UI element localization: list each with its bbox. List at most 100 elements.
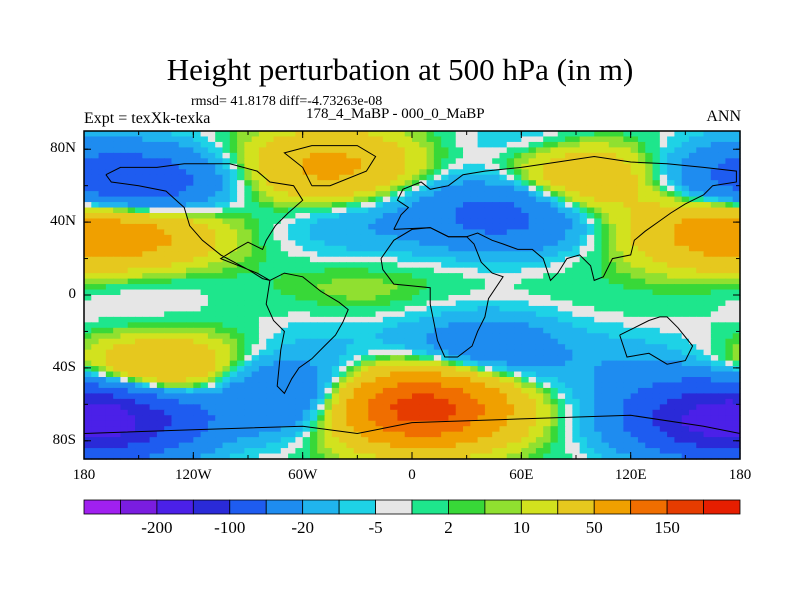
field-cell — [368, 234, 377, 241]
field-cell — [528, 360, 537, 367]
field-cell — [543, 174, 552, 181]
field-cell — [565, 420, 573, 427]
field-cell — [674, 371, 683, 378]
field-cell — [302, 295, 311, 302]
field-cell — [470, 267, 479, 274]
field-cell — [280, 305, 289, 312]
field-cell — [426, 316, 435, 323]
field-cell — [404, 169, 413, 176]
field-cell — [557, 136, 566, 143]
field-cell — [135, 387, 143, 394]
field-cell — [258, 284, 267, 291]
field-cell — [732, 152, 741, 159]
field-cell — [601, 251, 610, 258]
field-cell — [433, 223, 442, 230]
field-cell — [477, 284, 486, 291]
field-cell — [718, 409, 727, 416]
field-cell — [98, 245, 107, 252]
field-cell — [127, 420, 136, 427]
field-cell — [317, 420, 326, 427]
field-cell — [732, 322, 741, 329]
field-cell — [703, 202, 712, 209]
field-cell — [521, 349, 530, 356]
field-cell — [433, 256, 442, 263]
field-cell — [404, 355, 413, 362]
field-cell — [645, 218, 654, 225]
field-cell — [688, 180, 697, 187]
field-cell — [484, 284, 493, 291]
field-cell — [120, 338, 129, 345]
field-cell — [710, 273, 719, 280]
field-cell — [390, 344, 399, 351]
field-cell — [229, 311, 238, 318]
field-cell — [200, 360, 209, 367]
field-cell — [404, 131, 413, 138]
field-cell — [251, 185, 260, 192]
field-cell — [331, 409, 340, 416]
field-cell — [419, 305, 428, 312]
field-cell — [295, 289, 304, 296]
field-cell — [156, 202, 165, 209]
field-cell — [674, 316, 683, 323]
field-cell — [368, 398, 377, 405]
field-cell — [572, 289, 581, 296]
field-cell — [339, 278, 347, 285]
field-cell — [120, 377, 129, 384]
field-cell — [120, 169, 129, 176]
field-cell — [623, 311, 632, 318]
field-cell — [149, 131, 158, 138]
field-cell — [514, 158, 522, 165]
field-cell — [266, 349, 275, 356]
field-cell — [579, 196, 588, 203]
field-cell — [412, 152, 420, 159]
field-cell — [492, 305, 501, 312]
field-cell — [346, 141, 355, 148]
field-cell — [572, 349, 581, 356]
field-cell — [543, 371, 552, 378]
field-cell — [244, 213, 253, 220]
field-cell — [164, 262, 173, 269]
field-cell — [470, 393, 479, 400]
field-cell — [725, 147, 734, 154]
field-cell — [616, 180, 624, 187]
field-cell — [426, 382, 435, 389]
field-cell — [652, 360, 661, 367]
field-cell — [135, 163, 143, 170]
field-cell — [237, 267, 245, 274]
field-cell — [273, 431, 282, 438]
field-cell — [397, 131, 406, 138]
field-cell — [572, 256, 581, 263]
field-cell — [331, 147, 340, 154]
field-cell — [317, 251, 326, 258]
field-cell — [120, 163, 129, 170]
field-cell — [135, 213, 143, 220]
field-cell — [207, 147, 216, 154]
field-cell — [229, 366, 238, 373]
field-cell — [186, 305, 194, 312]
field-cell — [302, 245, 311, 252]
field-cell — [193, 300, 202, 307]
field-cell — [382, 415, 391, 422]
field-cell — [412, 311, 420, 318]
field-cell — [448, 267, 457, 274]
field-cell — [317, 387, 326, 394]
field-cell — [127, 393, 136, 400]
field-cell — [667, 393, 675, 400]
field-cell — [324, 344, 333, 351]
field-cell — [171, 322, 180, 329]
field-cell — [222, 185, 231, 192]
field-cell — [288, 360, 296, 367]
field-cell — [637, 393, 646, 400]
field-cell — [470, 174, 479, 181]
field-cell — [222, 300, 231, 307]
field-cell — [455, 278, 464, 285]
field-cell — [441, 349, 450, 356]
field-cell — [674, 251, 683, 258]
field-cell — [732, 245, 741, 252]
field-cell — [120, 393, 129, 400]
field-cell — [84, 229, 92, 236]
field-cell — [521, 284, 530, 291]
field-cell — [543, 377, 552, 384]
field-cell — [156, 377, 165, 384]
field-cell — [637, 300, 646, 307]
